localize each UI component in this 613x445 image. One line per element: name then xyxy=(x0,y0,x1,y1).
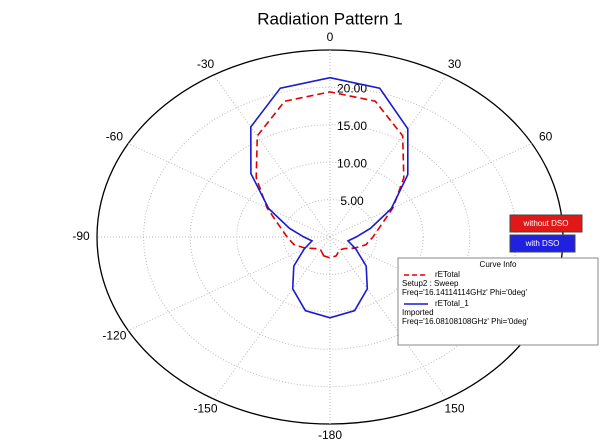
legend-detail: Freq='16.08108108GHz' Phi='0deg' xyxy=(402,317,529,326)
theta-tick-label: 30 xyxy=(448,57,462,71)
spoke-grid-line xyxy=(213,236,331,400)
theta-tick-label: -60 xyxy=(106,130,124,144)
theta-tick-label: 60 xyxy=(539,130,553,144)
theta-tick-label: -30 xyxy=(197,57,215,71)
spoke-grid-line xyxy=(213,74,331,238)
legend-title: Curve Info xyxy=(480,260,517,269)
spoke-grid-line xyxy=(329,236,447,400)
r-tick-label: 15.00 xyxy=(337,119,367,133)
annotation-box xyxy=(509,214,583,233)
theta-tick-label: -150 xyxy=(193,402,217,416)
annotation-box xyxy=(509,234,576,253)
chart-title: Radiation Pattern 1 xyxy=(257,9,403,28)
ring-grid-line xyxy=(282,199,378,275)
legend-label: rETotal xyxy=(435,270,460,279)
legend-detail: Freq='16.14114114GHz' Phi='0deg' xyxy=(402,288,527,297)
series-curve xyxy=(255,91,405,259)
legend-box xyxy=(397,257,599,346)
ring-grid-line xyxy=(236,161,424,313)
spoke-grid-line xyxy=(329,74,447,238)
ring-grid-line xyxy=(189,124,471,350)
spoke-grid-line xyxy=(128,236,331,331)
theta-tick-label: 150 xyxy=(444,402,464,416)
r-tick-label: 5.00 xyxy=(340,194,364,208)
legend-label: rETotal_1 xyxy=(435,299,469,308)
legend-detail: Setup2 : Sweep xyxy=(402,279,459,288)
theta-tick-label: -90 xyxy=(72,229,90,243)
theta-tick-label: 0 xyxy=(327,30,334,44)
annotation-text: with DSO xyxy=(525,239,560,248)
legend-detail: Imported xyxy=(402,308,434,317)
spoke-grid-line xyxy=(128,143,331,238)
series-curve xyxy=(249,76,409,319)
r-tick-label: 10.00 xyxy=(337,156,367,170)
spoke-grid-line xyxy=(329,143,532,238)
r-tick-label: 20.00 xyxy=(337,82,367,96)
theta-tick-label: -180 xyxy=(318,428,342,442)
annotation-text: without DSO xyxy=(523,219,569,228)
theta-tick-label: -120 xyxy=(102,329,126,343)
